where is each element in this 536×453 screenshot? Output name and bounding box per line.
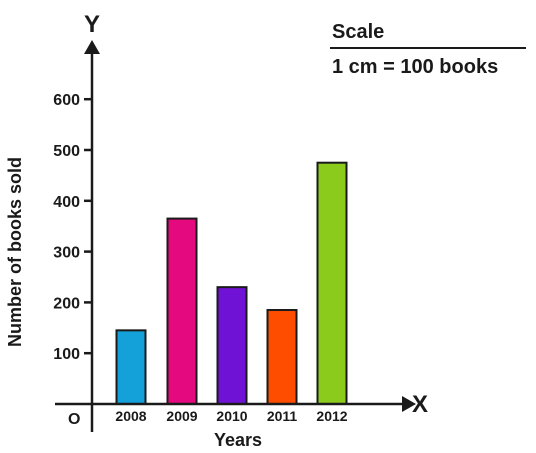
x-category-label: 2011 <box>267 408 298 424</box>
bar-2010 <box>216 286 248 405</box>
y-axis-letter: Y <box>84 11 100 38</box>
y-ticks-layer: 100 200 300 400 500 600 <box>53 92 92 363</box>
x-categories-layer: 2008 2009 2010 2011 2012 <box>115 408 347 424</box>
y-tick-label: 400 <box>53 194 80 211</box>
scale-divider <box>330 47 526 49</box>
y-tick-label: 100 <box>53 346 80 363</box>
y-tick-label: 500 <box>53 143 80 160</box>
x-category-label: 2012 <box>316 408 347 424</box>
origin-label: O <box>68 411 80 428</box>
bar-2011 <box>266 309 298 405</box>
x-axis-letter: X <box>412 391 428 418</box>
x-axis-title: Years <box>214 430 262 450</box>
axes-layer: X Y O Years Number of books sold <box>5 11 428 450</box>
y-tick-label: 600 <box>53 92 80 109</box>
bar-2008 <box>115 329 147 405</box>
x-axis-arrow <box>402 396 416 412</box>
scale-title: Scale <box>332 21 385 43</box>
x-category-label: 2010 <box>216 408 247 424</box>
x-category-label: 2009 <box>166 408 197 424</box>
scale-legend: Scale 1 cm = 100 books <box>330 20 530 79</box>
bar-2009 <box>166 217 198 405</box>
y-axis-title: Number of books sold <box>5 157 25 347</box>
y-axis-arrow <box>84 40 100 54</box>
bar-2012 <box>316 161 348 405</box>
y-tick-label: 200 <box>53 295 80 312</box>
x-category-label: 2008 <box>115 408 146 424</box>
bars-layer <box>115 161 348 405</box>
scale-text: 1 cm = 100 books <box>332 56 499 78</box>
y-tick-label: 300 <box>53 245 80 262</box>
